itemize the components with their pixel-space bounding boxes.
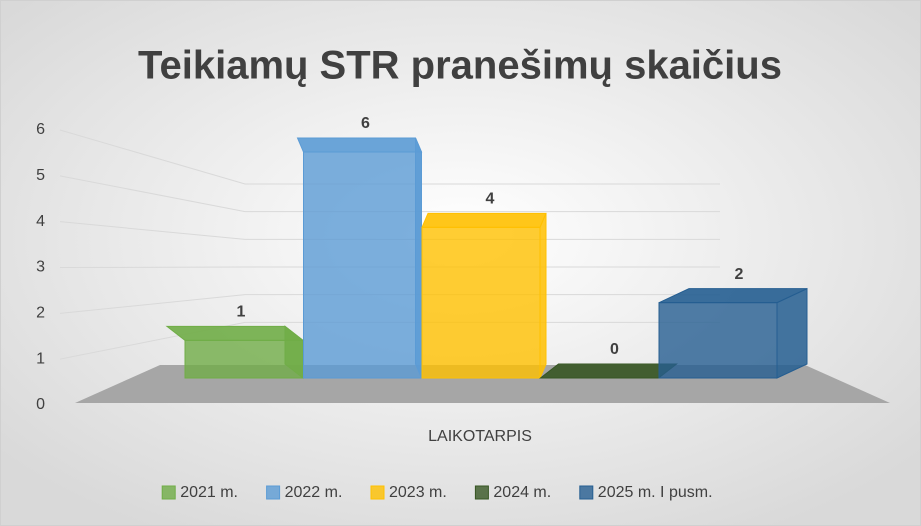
bar — [184, 339, 304, 379]
data-label: 1 — [237, 304, 246, 321]
x-tick-label: LAIKOTARPIS — [428, 428, 532, 445]
legend-swatch — [161, 485, 176, 500]
grid-line — [59, 321, 720, 360]
y-tick-label: 6 — [36, 121, 45, 138]
legend-label: 2025 m. I pusm. — [598, 484, 713, 501]
y-tick-label: 5 — [36, 167, 45, 184]
y-tick-label: 3 — [36, 259, 45, 276]
bar-side — [776, 287, 808, 379]
grid-line — [59, 266, 720, 268]
grid-line — [59, 221, 720, 240]
grid-line — [59, 294, 720, 314]
bar-top — [296, 137, 423, 153]
legend-label: 2022 m. — [285, 484, 343, 501]
legend-swatch — [266, 485, 281, 500]
bar-top — [421, 212, 547, 228]
bar — [303, 151, 422, 379]
data-label: 6 — [361, 115, 370, 132]
data-label: 0 — [610, 341, 619, 358]
bar — [658, 302, 778, 379]
bar — [421, 226, 541, 379]
y-tick-label: 4 — [36, 213, 45, 230]
grid-line — [59, 129, 720, 185]
y-tick-label: 0 — [36, 396, 45, 413]
legend-label: 2024 m. — [493, 484, 551, 501]
legend-swatch — [579, 485, 594, 500]
grid-line — [59, 175, 720, 213]
bar-top — [165, 325, 305, 341]
legend-swatch — [370, 485, 385, 500]
data-label: 4 — [486, 191, 495, 208]
y-tick-label: 1 — [36, 350, 45, 367]
legend-label: 2023 m. — [389, 484, 447, 501]
y-tick-label: 2 — [36, 305, 45, 322]
data-label: 2 — [735, 266, 744, 283]
legend-swatch — [474, 485, 489, 500]
bar-side — [539, 213, 547, 379]
chart-title: Teikiamų STR pranešimų skaičius — [138, 44, 782, 88]
legend-label: 2021 m. — [180, 484, 238, 501]
bar-top — [539, 363, 678, 379]
